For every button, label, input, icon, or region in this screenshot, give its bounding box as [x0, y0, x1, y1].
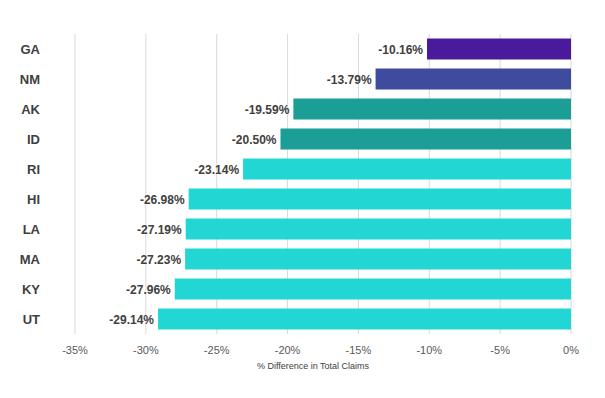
bar	[158, 309, 571, 330]
grid	[75, 34, 571, 334]
data-label: -19.59%	[245, 103, 290, 117]
category-label: ID	[27, 132, 40, 147]
category-label: MA	[20, 252, 41, 267]
data-label: -27.96%	[126, 283, 171, 297]
data-label: -27.23%	[136, 253, 181, 267]
tick-label: -10%	[416, 344, 442, 356]
data-label: -23.14%	[194, 163, 239, 177]
axis-label: % Difference in Total Claims	[257, 361, 370, 371]
tick-label: -20%	[275, 344, 301, 356]
data-label: -26.98%	[140, 193, 185, 207]
category-label: NM	[20, 72, 40, 87]
bar	[376, 69, 571, 90]
tick-label: -5%	[490, 344, 510, 356]
bar	[185, 249, 571, 270]
category-label: HI	[27, 192, 40, 207]
bar	[186, 219, 571, 240]
tick-label: 0%	[563, 344, 579, 356]
category-label: UT	[23, 312, 40, 327]
data-label: -29.14%	[109, 313, 154, 327]
bar	[280, 129, 571, 150]
grid-line	[75, 34, 76, 334]
bar	[427, 39, 571, 60]
bar	[189, 189, 571, 210]
bar	[293, 99, 571, 120]
bar	[243, 159, 571, 180]
tick-label: -30%	[133, 344, 159, 356]
data-label: -13.79%	[327, 73, 372, 87]
data-label: -10.16%	[378, 43, 423, 57]
bar	[175, 279, 571, 300]
category-label: LA	[23, 222, 41, 237]
chart: -35% -30% -25% -20% -15% -10% -5% 0% -10.16% -13.…	[0, 0, 605, 398]
category-label: GA	[21, 42, 41, 57]
bars	[158, 39, 571, 330]
tick-label: -35%	[62, 344, 88, 356]
data-label: -20.50%	[232, 133, 277, 147]
category-label: AK	[21, 102, 40, 117]
data-label: -27.19%	[137, 223, 182, 237]
category-label: RI	[27, 162, 40, 177]
tick-label: -15%	[346, 344, 372, 356]
tick-label: -25%	[204, 344, 230, 356]
category-label: KY	[22, 282, 40, 297]
labels: -10.16% -13.79% -19.59% -20.50% -23.14% -26.9…	[109, 43, 423, 327]
